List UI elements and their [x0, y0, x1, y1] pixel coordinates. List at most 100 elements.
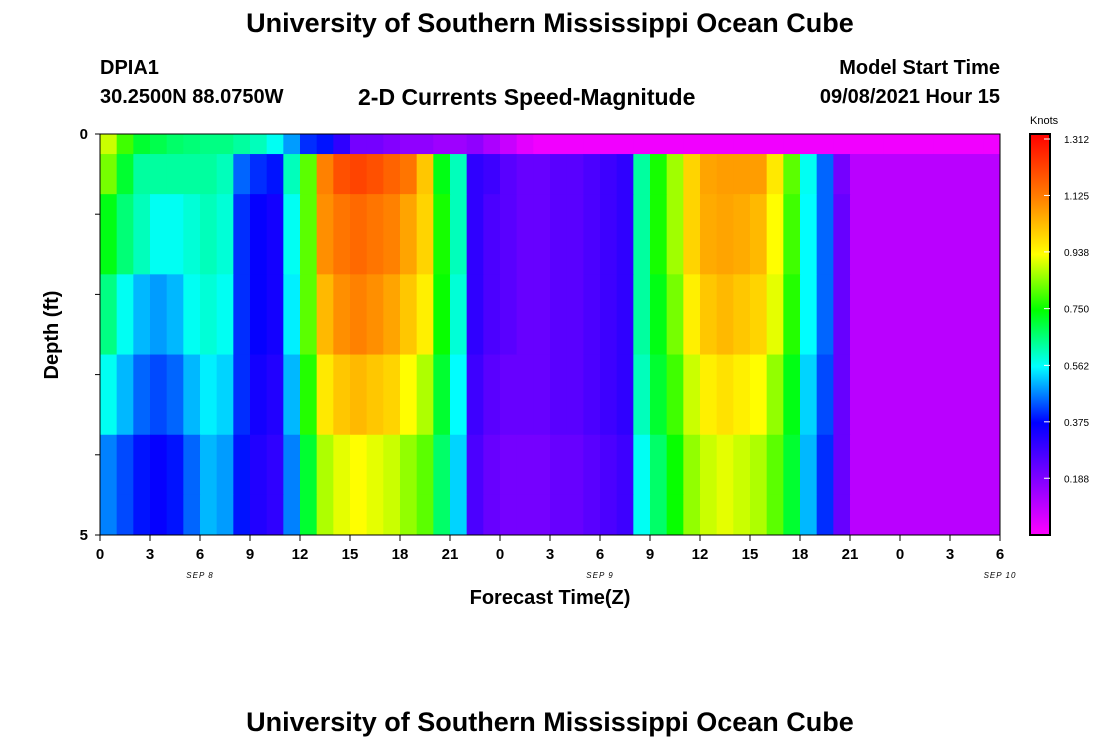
heatmap-cell	[683, 194, 701, 275]
heatmap-cell	[900, 494, 918, 536]
x-tick-label: 18	[792, 546, 809, 563]
heatmap-cell	[633, 434, 651, 496]
heatmap-cell	[600, 494, 618, 536]
heatmap-cell	[766, 434, 784, 496]
x-tick-label: 6	[996, 546, 1004, 563]
heatmap-cell	[616, 354, 634, 436]
heatmap-cell	[166, 194, 184, 275]
heatmap-cell	[633, 494, 651, 536]
heatmap-cell	[833, 154, 851, 195]
heatmap-cell	[900, 354, 918, 436]
date-label: SEP 8	[186, 571, 213, 580]
heatmap-cell	[816, 494, 834, 536]
heatmap-cell	[800, 134, 818, 155]
heatmap-cell	[233, 494, 251, 536]
heatmap-cell	[983, 434, 1001, 496]
heatmap-cell	[583, 154, 601, 195]
heatmap-cell	[800, 274, 818, 356]
heatmap-cell	[416, 434, 434, 496]
heatmap-cell	[483, 434, 501, 496]
heatmap-cell	[383, 494, 401, 536]
heatmap-cell	[733, 494, 751, 536]
heatmap-cell	[450, 494, 468, 536]
heatmap-cell	[466, 194, 484, 275]
colorbar-ticks: 1.312 1.125 0.938 0.750 0.562 0.375 0.188	[1044, 135, 1089, 485]
heatmap-cell	[700, 494, 718, 536]
heatmap-cell	[116, 134, 134, 155]
heatmap-cell	[466, 274, 484, 356]
heatmap-cell	[616, 134, 634, 155]
heatmap-cell	[283, 434, 301, 496]
heatmap-cell	[100, 194, 118, 275]
heatmap-cell	[250, 494, 268, 536]
heatmap-cell	[200, 134, 218, 155]
heatmap-cell	[533, 194, 551, 275]
heatmap-cell	[116, 494, 134, 536]
colorbar-tick-label: 0.375	[1064, 418, 1089, 429]
heatmap-cell	[483, 274, 501, 356]
heatmap-cell	[300, 194, 318, 275]
heatmap-cell	[500, 354, 518, 436]
heatmap-cell	[550, 274, 568, 356]
heatmap-cell	[916, 274, 934, 356]
heatmap-cell	[200, 434, 218, 496]
heatmap-cell	[416, 494, 434, 536]
heatmap-cell	[783, 134, 801, 155]
heatmap-cell	[150, 354, 168, 436]
x-tick-label: 0	[96, 546, 104, 563]
heatmap-cell	[116, 154, 134, 195]
heatmap-cell	[933, 194, 951, 275]
heatmap-cell	[166, 434, 184, 496]
heatmap-cell	[933, 274, 951, 356]
heatmap-cell	[816, 194, 834, 275]
heatmap-cell	[283, 354, 301, 436]
heatmap-cell	[500, 154, 518, 195]
heatmap-cell	[900, 154, 918, 195]
x-tick-label: 9	[246, 546, 254, 563]
heatmap-cell	[266, 154, 284, 195]
heatmap-cell	[283, 154, 301, 195]
heatmap-cell	[916, 494, 934, 536]
heatmap-cell	[666, 134, 684, 155]
heatmap-cell	[266, 494, 284, 536]
heatmap-cell	[850, 494, 868, 536]
heatmap-cell	[616, 434, 634, 496]
heatmap-cell	[850, 274, 868, 356]
heatmap-cell	[683, 274, 701, 356]
heatmap-cell	[200, 354, 218, 436]
heatmap-cell	[316, 134, 334, 155]
heatmap-cell	[600, 194, 618, 275]
heatmap-cell	[650, 434, 668, 496]
heatmap-cell	[983, 354, 1001, 436]
heatmap-cell	[950, 134, 968, 155]
heatmap-cell	[800, 354, 818, 436]
heatmap-cell	[416, 134, 434, 155]
x-tick-label: 3	[146, 546, 154, 563]
x-tick-label: 15	[342, 546, 359, 563]
chart-subtitle: 2-D Currents Speed-Magnitude	[358, 84, 696, 110]
heatmap-cell	[150, 194, 168, 275]
heatmap-cell	[866, 154, 884, 195]
heatmap-cell	[550, 154, 568, 195]
heatmap-cell	[350, 194, 368, 275]
heatmap-cell	[216, 194, 234, 275]
heatmap-cell	[733, 134, 751, 155]
y-tick-label: 5	[80, 527, 88, 544]
heatmap-cell	[266, 354, 284, 436]
heatmap-cell	[350, 434, 368, 496]
heatmap-cell	[816, 134, 834, 155]
heatmap-cell	[383, 154, 401, 195]
heatmap-cell	[933, 494, 951, 536]
heatmap-cell	[550, 434, 568, 496]
heatmap-cell	[650, 194, 668, 275]
colorbar-label: Knots	[1030, 115, 1059, 127]
heatmap-cell	[966, 274, 984, 356]
heatmap-cell	[966, 134, 984, 155]
heatmap-cell	[483, 494, 501, 536]
heatmap-cell	[133, 274, 151, 356]
heatmap-cell	[616, 194, 634, 275]
heatmap-cell	[216, 354, 234, 436]
heatmap-cell	[950, 434, 968, 496]
date-label: SEP 10	[984, 571, 1017, 580]
heatmap-cell	[783, 434, 801, 496]
